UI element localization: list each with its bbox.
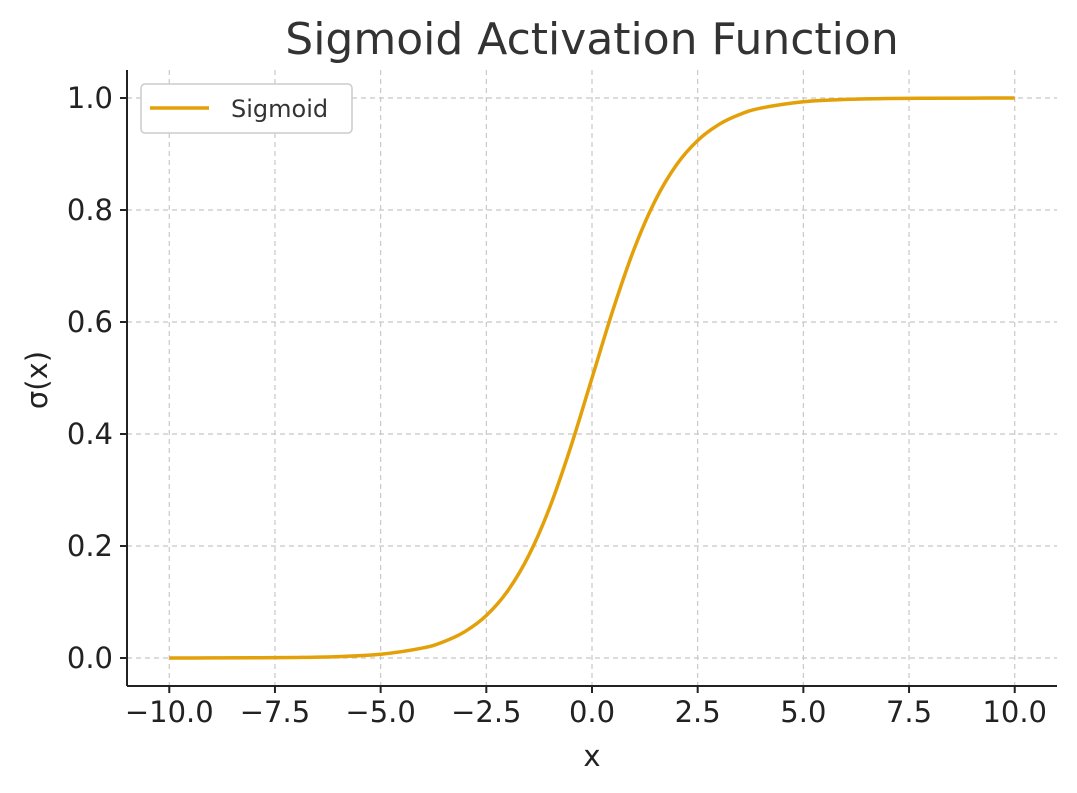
- x-tick-label: 0.0: [569, 695, 615, 729]
- series-layer: [169, 96, 1015, 660]
- y-tick-label: 0.2: [67, 529, 113, 563]
- y-tick-label: 0.6: [67, 305, 113, 339]
- y-tick-label: 0.8: [67, 193, 113, 227]
- y-tick-label: 0.0: [67, 641, 113, 675]
- legend-label-sigmoid: Sigmoid: [231, 95, 328, 123]
- chart-title: Sigmoid Activation Function: [285, 14, 898, 65]
- legend: Sigmoid: [140, 83, 353, 134]
- x-tick-label: 5.0: [780, 695, 826, 729]
- y-tick-label: 1.0: [67, 81, 113, 115]
- x-tick-label: 10.0: [982, 695, 1047, 729]
- x-tick-label: −7.5: [240, 695, 310, 729]
- series-line-sigmoid: [169, 96, 1015, 660]
- x-tick-label: 7.5: [886, 695, 932, 729]
- legend-box: [140, 83, 353, 134]
- x-axis-label: x: [583, 739, 600, 773]
- x-tick-label: −2.5: [451, 695, 521, 729]
- y-tick-label: 0.4: [67, 417, 113, 451]
- y-axis-label: σ(x): [20, 351, 54, 409]
- x-tick-label: −10.0: [125, 695, 214, 729]
- x-tick-label: −5.0: [345, 695, 415, 729]
- x-tick-label: 2.5: [675, 695, 721, 729]
- axis-ticks: −10.0 −7.5 −5.0 −2.5 0.0 2.5 5.0 7.5 10.0 0.0 0.2 0…: [67, 81, 1047, 729]
